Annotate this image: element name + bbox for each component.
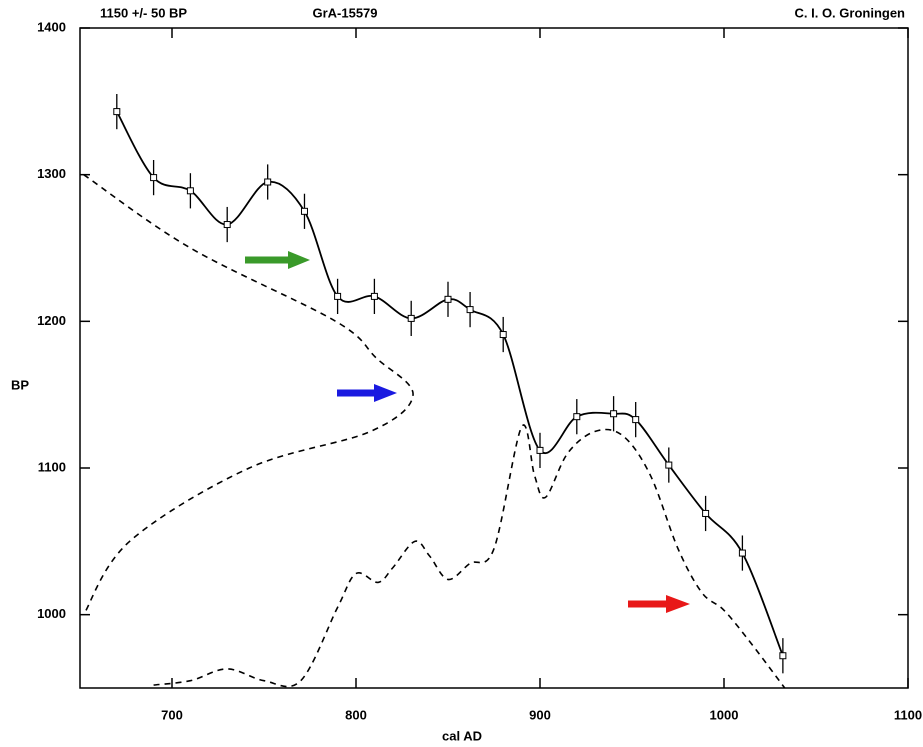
x-tick-label: 1000 [710,707,739,722]
y-tick-label: 1300 [37,166,66,181]
data-point [665,461,673,469]
data-point [779,652,787,660]
y-axis-label: BP [11,377,29,392]
data-point [444,295,452,303]
data-point [150,174,158,182]
calibration-curve [116,111,784,657]
arrow-blue [337,384,397,402]
data-point [370,292,378,300]
data-point [407,314,415,322]
data-point [738,549,746,557]
data-point [632,416,640,424]
data-point [573,413,581,421]
data-point [702,509,710,517]
dashed-curve [83,174,414,616]
data-point [264,178,272,186]
title-right: C. I. O. Groningen [795,5,906,20]
y-tick-label: 1100 [38,459,66,474]
data-point [300,207,308,215]
x-tick-label: 700 [161,707,183,722]
data-point [186,187,194,195]
arrow-green [245,251,310,269]
x-tick-label: 800 [345,707,367,722]
data-point [223,221,231,229]
data-point [536,446,544,454]
x-tick-label: 900 [529,707,551,722]
y-tick-label: 1000 [37,606,66,621]
data-point [334,292,342,300]
data-point [113,108,121,116]
y-tick-label: 1400 [37,19,66,34]
dashed-curve [153,424,786,689]
chart-title: GrA-15579 [312,5,377,20]
data-point [499,331,507,339]
y-tick-label: 1200 [37,313,66,328]
x-tick-label: 1100 [894,707,922,722]
plot-frame [79,27,909,689]
arrow-red [628,595,690,613]
x-axis-label: cal AD [442,728,482,743]
title-left: 1150 +/- 50 BP [100,5,187,20]
data-point [466,306,474,314]
data-point [610,410,618,418]
